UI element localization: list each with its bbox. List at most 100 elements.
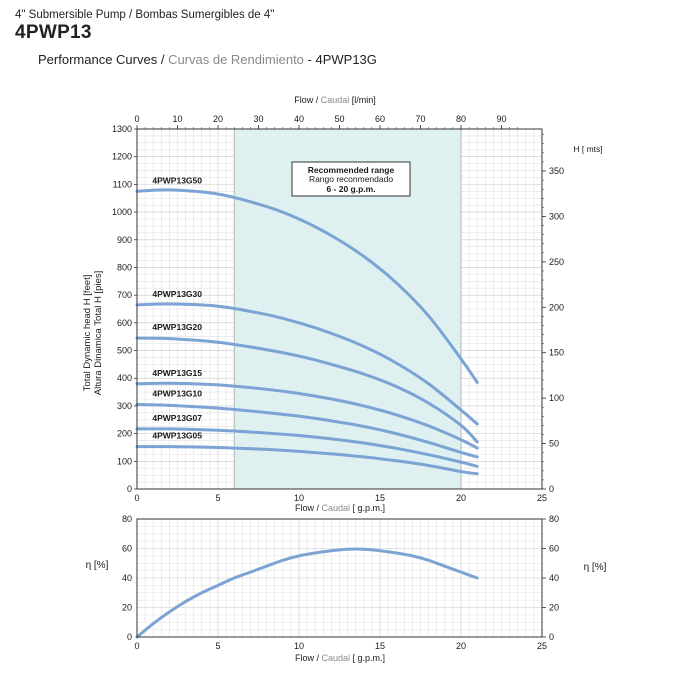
recommended-range-line1: Recommended range [308,165,395,175]
bottom-x-tick-label: 0 [134,493,139,503]
curve-label-4pwp13g10: 4PWP13G10 [152,389,202,399]
left-y-tick-label: 0 [127,484,132,494]
left-axis-title-2: Altura Dinamica Total H [pies] [93,271,104,395]
top-x-tick-label: 80 [456,114,466,124]
left-y-tick-label: 1100 [113,179,132,189]
eff-right-tick-label: 60 [549,544,559,554]
curve-4pwp13g20 [135,336,479,444]
eff-right-tick-label: 40 [549,573,559,583]
eff-x-axis-title-unit: [ g.p.m.] [350,653,385,663]
curve-label-4pwp13g07: 4PWP13G07 [152,413,202,423]
top-axis-title-es: Caudal [321,95,350,105]
bottom-x-tick-label: 25 [537,493,547,503]
performance-title: Performance Curves / Curvas de Rendimien… [38,52,377,67]
top-x-tick-label: 90 [496,114,506,124]
right-y-tick-label: 300 [549,211,564,221]
bottom-x-tick-label: 5 [215,493,220,503]
eff-x-axis-title-es: Caudal [321,653,350,663]
eff-x-axis-title: Flow / Caudal [ g.p.m.] [295,653,385,663]
top-x-tick-label: 50 [334,114,344,124]
top-x-tick-label: 40 [294,114,304,124]
bottom-axis-title: Flow / Caudal [ g.p.m.] [295,503,385,513]
subtitle: 4" Submersible Pump / Bombas Sumergibles… [15,9,275,21]
top-x-tick-label: 20 [213,114,223,124]
top-axis-title-en: Flow / [294,95,321,105]
efficiency-curve [135,547,479,639]
eff-x-tick-label: 0 [134,641,139,651]
curve-4pwp13g07 [135,427,479,468]
right-y-tick-label: 250 [549,257,564,267]
bottom-axis-title-en: Flow / [295,503,322,513]
eff-right-tick-label: 0 [549,632,554,642]
eff-right-tick-label: 80 [549,514,559,524]
top-axis-title-unit: [l/min] [349,95,376,105]
curves-layer [135,188,479,639]
eff-left-axis-title: η [%] [86,560,109,571]
recommended-range-line2: Rango reconmendado [309,174,393,184]
left-y-tick-label: 1000 [112,207,132,217]
model-title: 4PWP13 [15,22,92,43]
curve-label-4pwp13g30: 4PWP13G30 [152,289,202,299]
curve-4pwp13g15 [135,381,479,450]
right-y-tick-label: 50 [549,439,559,449]
left-y-tick-label: 300 [117,401,132,411]
left-y-tick-label: 500 [117,346,132,356]
curve-label-4pwp13g15: 4PWP13G15 [152,368,202,378]
eff-right-tick-label: 20 [549,603,559,613]
right-y-tick-label: 200 [549,302,564,312]
left-y-tick-label: 400 [117,373,132,383]
left-y-tick-label: 900 [117,235,132,245]
eff-right-axis-title: η [%] [584,562,607,573]
top-axis-title: Flow / Caudal [l/min] [294,95,376,105]
left-y-tick-label: 600 [117,318,132,328]
curve-4pwp13g50 [135,188,479,384]
eff-x-tick-label: 20 [456,641,466,651]
curve-4pwp13g05 [135,445,479,476]
left-y-tick-label: 1300 [112,124,132,134]
perf-title-es: Curvas de Rendimiento [168,52,304,67]
left-y-tick-label: 200 [117,429,132,439]
eff-left-tick-label: 60 [122,544,132,554]
left-y-tick-label: 100 [117,456,132,466]
right-y-tick-label: 350 [549,166,564,176]
left-y-tick-label: 1200 [112,152,132,162]
recommended-range-box [291,161,411,197]
curve-4pwp13g10 [135,403,479,459]
perf-title-en: Performance Curves / [38,52,165,67]
right-y-tick-label: 150 [549,348,564,358]
eff-left-tick-label: 0 [127,632,132,642]
eff-x-tick-label: 10 [294,641,304,651]
right-axis-title: H [ mts] [573,144,602,154]
curve-label-4pwp13g50: 4PWP13G50 [152,175,202,185]
eff-left-tick-label: 80 [122,514,132,524]
left-y-tick-label: 700 [117,290,132,300]
bottom-x-tick-label: 15 [375,493,385,503]
eff-x-tick-label: 5 [215,641,220,651]
top-x-tick-label: 60 [375,114,385,124]
left-y-tick-label: 800 [117,262,132,272]
right-y-tick-label: 100 [549,393,564,403]
eff-x-tick-label: 25 [537,641,547,651]
curve-label-4pwp13g20: 4PWP13G20 [152,322,202,332]
perf-title-model: - 4PWP13G [307,52,377,67]
bottom-axis-title-unit: [ g.p.m.] [350,503,385,513]
eff-x-axis-title-en: Flow / [295,653,322,663]
right-y-tick-label: 0 [549,484,554,494]
curve-4pwp13g30 [135,302,479,426]
eff-x-tick-label: 15 [375,641,385,651]
eff-left-tick-label: 20 [122,603,132,613]
bottom-axis-title-es: Caudal [321,503,350,513]
top-x-tick-label: 10 [172,114,182,124]
top-x-tick-label: 70 [415,114,425,124]
top-x-tick-label: 0 [134,114,139,124]
recommended-range-line3: 6 - 20 g.p.m. [326,184,375,194]
top-x-tick-label: 30 [253,114,263,124]
text-layer: 4PWP13G50 4PWP13G30 4PWP13G20 4PWP13G15 4PWP… [82,95,607,663]
frame-layer [134,125,546,638]
bottom-x-tick-label: 20 [456,493,466,503]
eff-left-tick-label: 40 [122,573,132,583]
bottom-x-tick-label: 10 [294,493,304,503]
curve-label-4pwp13g05: 4PWP13G05 [152,431,202,441]
left-axis-title-1: Total Dynamic head H [feet] [82,275,93,392]
